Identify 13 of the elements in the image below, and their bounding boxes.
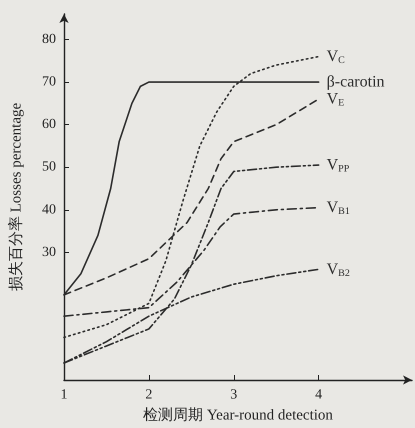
y-tick-label: 50 (42, 160, 56, 175)
x-tick-label: 3 (230, 388, 238, 402)
y-tick-label: 30 (42, 244, 56, 260)
y-tick-label: 70 (42, 74, 56, 90)
x-axis-title: 检测周期 Year-round detection (143, 406, 334, 424)
y-axis-title: 损失百分率 Losses percentage (8, 102, 24, 292)
x-tick-label: 4 (315, 388, 322, 402)
series-label: β-carotin (326, 74, 385, 91)
x-tick-label: 1 (60, 388, 68, 402)
y-tick-label: 60 (42, 117, 56, 132)
y-tick-label: 80 (42, 32, 56, 48)
x-tick-label: 2 (145, 388, 152, 402)
y-tick-label: 40 (42, 202, 56, 218)
